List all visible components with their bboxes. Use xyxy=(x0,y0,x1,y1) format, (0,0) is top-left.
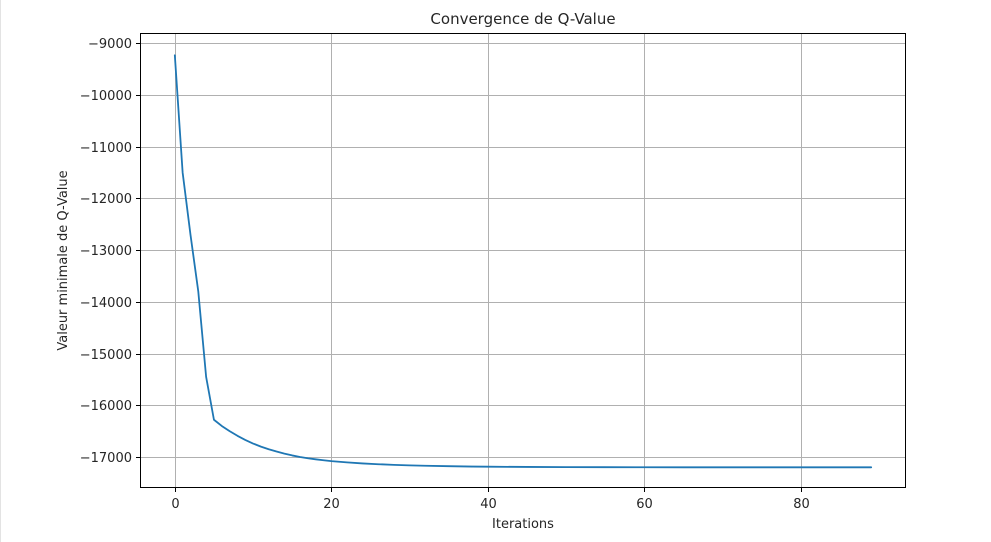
page-left-border xyxy=(0,0,1,542)
y-tick-label: −10000 xyxy=(80,89,132,104)
x-tick-label: 0 xyxy=(171,497,179,512)
y-tick-label: −9000 xyxy=(88,37,132,52)
series-layer xyxy=(173,54,873,469)
y-tick-label: −16000 xyxy=(80,399,132,414)
y-tick-label: −14000 xyxy=(80,296,132,311)
series-line xyxy=(173,54,873,469)
y-tick-label: −15000 xyxy=(80,348,132,363)
x-tick-label: 20 xyxy=(323,497,340,512)
y-axis-label: Valeur minimale de Q-Value xyxy=(56,170,71,350)
x-tick-label: 80 xyxy=(793,497,810,512)
y-tick-label: −17000 xyxy=(80,451,132,466)
x-tick-label: 60 xyxy=(636,497,653,512)
y-tick-label: −13000 xyxy=(80,244,132,259)
x-tick-label: 40 xyxy=(480,497,497,512)
y-tick-label: −12000 xyxy=(80,192,132,207)
x-axis-label: Iterations xyxy=(492,517,554,532)
plot-area xyxy=(140,33,906,488)
x-axis: 0 20 40 60 80 xyxy=(171,488,810,512)
grid xyxy=(140,33,906,488)
y-tick-label: −11000 xyxy=(80,141,132,156)
y-axis: −9000 −10000 −11000 −12000 −13000 −14000 −1500… xyxy=(80,37,140,466)
plot-frame xyxy=(140,33,906,488)
chart-title: Convergence de Q-Value xyxy=(430,10,615,28)
